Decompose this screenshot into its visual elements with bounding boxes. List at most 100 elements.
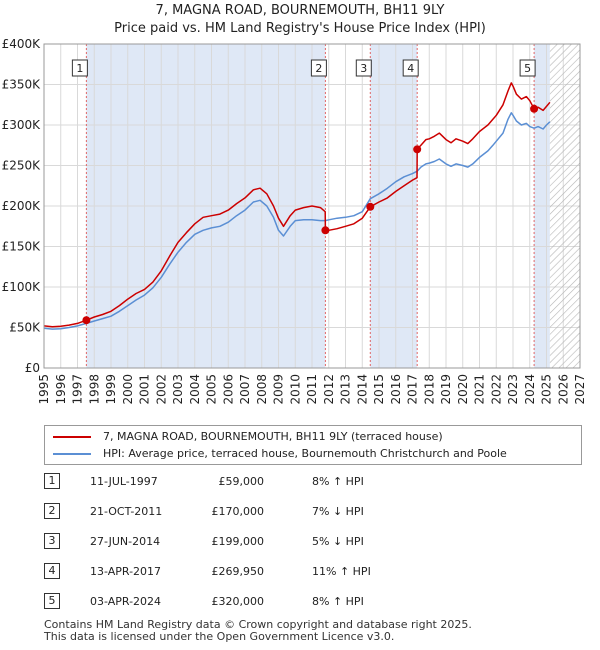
sale-number: 4 <box>44 563 60 579</box>
sale-date: 03-APR-2024 <box>90 595 162 608</box>
sale-row: 3 27-JUN-2014 £199,000 5% ↓ HPI <box>44 531 464 551</box>
hpi-line <box>43 112 551 330</box>
y-axis: £0 £50K £100K £150K £200K £250K £300K £350K £400… <box>2 37 42 375</box>
x-tick-label: 2014 <box>355 374 369 405</box>
sale-marker-box <box>519 59 536 77</box>
sale-marker-box <box>402 59 419 77</box>
x-tick-label: 2007 <box>238 374 252 405</box>
legend-item-property: 7, MAGNA ROAD, BOURNEMOUTH, BH11 9LY (te… <box>53 429 443 445</box>
y-tick-label: £350K <box>2 78 42 92</box>
y-tick-label: £0 <box>25 361 40 375</box>
sale-number: 3 <box>44 533 60 549</box>
sale-row: 1 11-JUL-1997 £59,000 8% ↑ HPI <box>44 471 464 491</box>
sale-row: 2 21-OCT-2011 £170,000 7% ↓ HPI <box>44 501 464 521</box>
sale-number: 5 <box>44 593 60 609</box>
x-tick-label: 2021 <box>473 374 487 405</box>
x-tick-label: 2025 <box>540 374 554 405</box>
sale-marker-4: 4 <box>402 59 419 77</box>
footer: Contains HM Land Registry data © Crown c… <box>44 619 472 643</box>
x-tick-label: 2017 <box>406 374 420 405</box>
sale-price: £269,950 <box>211 565 265 578</box>
sale-marker-box <box>355 59 372 77</box>
x-tick-label: 2018 <box>422 374 436 405</box>
x-tick-label: 1997 <box>71 374 85 405</box>
x-tick-label: 2010 <box>288 374 302 405</box>
sale-point-1 <box>82 316 91 325</box>
legend: 7, MAGNA ROAD, BOURNEMOUTH, BH11 9LY (te… <box>44 425 582 465</box>
sale-hpi-change: 8% ↑ HPI <box>312 475 364 488</box>
sale-number: 2 <box>44 503 60 519</box>
sale-number: 1 <box>44 473 60 489</box>
sale-marker-3: 3 <box>355 59 372 77</box>
sale-marker-label: 4 <box>407 62 414 75</box>
y-tick-label: £200K <box>2 199 42 213</box>
sale-marker-label: 3 <box>360 62 367 75</box>
sale-marker-box <box>310 59 327 77</box>
y-tick-label: £250K <box>2 159 42 173</box>
x-tick-label: 2011 <box>305 374 319 405</box>
x-tick-label: 2016 <box>389 374 403 405</box>
sale-hpi-change: 11% ↑ HPI <box>312 565 371 578</box>
sale-price: £170,000 <box>211 505 265 518</box>
sale-price: £59,000 <box>218 475 265 488</box>
x-tick-label: 2019 <box>439 374 453 405</box>
sale-marker-2: 2 <box>310 59 327 77</box>
x-axis: 1995 1996 1997 1998 1999 2000 2001 2002 2003 2004… <box>37 374 587 405</box>
series-lines <box>43 82 551 330</box>
sale-point-2 <box>321 226 330 235</box>
x-tick-label: 2009 <box>272 374 286 405</box>
y-tick-label: £150K <box>2 240 42 254</box>
title-line-2: Price paid vs. HM Land Registry's House … <box>114 21 486 36</box>
sale-marker-label: 2 <box>315 62 322 75</box>
x-tick-label: 2006 <box>221 374 235 405</box>
x-tick-label: 1995 <box>37 374 51 405</box>
legend-label-hpi: HPI: Average price, terraced house, Bour… <box>103 447 507 460</box>
sale-hpi-change: 8% ↑ HPI <box>312 595 364 608</box>
x-tick-label: 2020 <box>456 374 470 405</box>
sale-price: £199,000 <box>211 535 265 548</box>
price-chart: 1 2 3 4 5 £0 £50K £100K £150K £200K £250K £300K £35… <box>2 37 587 405</box>
sale-point-4 <box>413 145 422 154</box>
legend-label-property: 7, MAGNA ROAD, BOURNEMOUTH, BH11 9LY (te… <box>103 430 443 443</box>
sale-marker-label: 5 <box>524 62 531 75</box>
sale-marker-1: 1 <box>71 59 88 77</box>
x-tick-label: 2012 <box>322 374 336 405</box>
sale-marker-5: 5 <box>519 59 536 77</box>
x-tick-label: 2002 <box>154 374 168 405</box>
sale-date: 13-APR-2017 <box>90 565 162 578</box>
chart-title: 7, MAGNA ROAD, BOURNEMOUTH, BH11 9LY Pri… <box>0 2 600 38</box>
footer-line-1: Contains HM Land Registry data © Crown c… <box>44 618 472 631</box>
sale-markers: 1 2 3 4 5 <box>71 59 536 77</box>
x-tick-label: 2026 <box>556 374 570 405</box>
x-tick-label: 2003 <box>171 374 185 405</box>
property-price-line <box>43 82 551 328</box>
x-tick-label: 2000 <box>121 374 135 405</box>
legend-swatch-property <box>53 436 91 438</box>
sale-date: 27-JUN-2014 <box>90 535 161 548</box>
y-tick-label: £300K <box>2 118 42 132</box>
x-tick-label: 2023 <box>506 374 520 405</box>
x-tick-label: 2005 <box>205 374 219 405</box>
sale-point-3 <box>366 202 375 211</box>
x-tick-label: 2022 <box>489 374 503 405</box>
legend-swatch-hpi <box>53 453 91 455</box>
forecast-hatch <box>549 44 580 368</box>
sale-marker-label: 1 <box>76 62 83 75</box>
y-tick-label: £400K <box>2 37 42 51</box>
legend-item-hpi: HPI: Average price, terraced house, Bour… <box>53 446 507 462</box>
y-tick-label: £100K <box>2 280 42 294</box>
sale-price: £320,000 <box>211 595 265 608</box>
sale-point-5 <box>530 104 539 113</box>
sale-points <box>82 104 539 325</box>
x-tick-label: 2015 <box>372 374 386 405</box>
x-tick-label: 2004 <box>188 374 202 405</box>
sale-date: 21-OCT-2011 <box>90 505 163 518</box>
sale-date: 11-JUL-1997 <box>90 475 158 488</box>
x-tick-label: 2013 <box>339 374 353 405</box>
sale-hpi-change: 7% ↓ HPI <box>312 505 364 518</box>
x-tick-label: 2027 <box>573 374 587 405</box>
x-tick-label: 1996 <box>54 374 68 405</box>
title-line-1: 7, MAGNA ROAD, BOURNEMOUTH, BH11 9LY <box>155 3 445 18</box>
x-tick-label: 2024 <box>523 374 537 405</box>
y-tick-label: £50K <box>9 321 41 335</box>
